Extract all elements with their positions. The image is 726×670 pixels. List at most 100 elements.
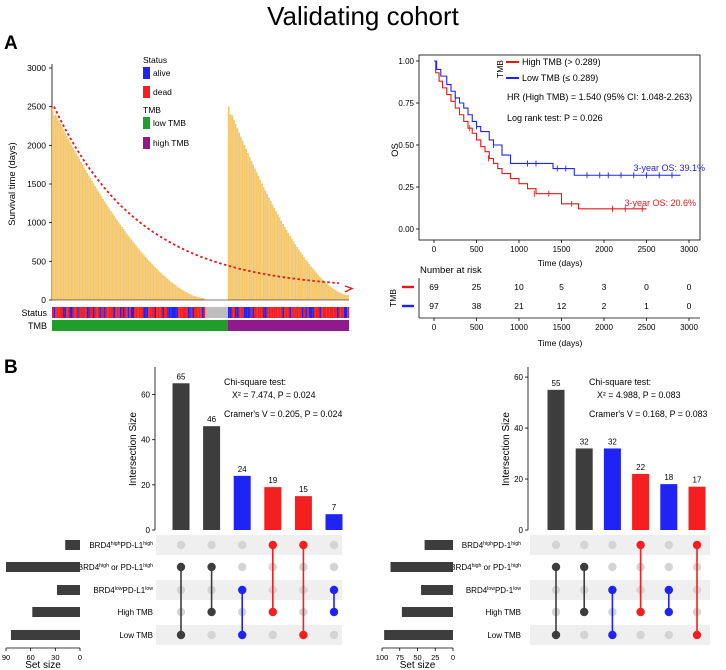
intersection-bar-label: 7 (332, 503, 337, 512)
risk-cell: 0 (687, 301, 692, 311)
status-cell (181, 307, 183, 318)
intersection-bar (660, 484, 678, 530)
y-tick-label: 500 (32, 256, 46, 266)
status-cell (243, 307, 246, 318)
survival-bar (289, 235, 291, 301)
survival-bar (317, 274, 319, 301)
risk-table-title: Number at risk (420, 265, 482, 276)
survival-bar (269, 201, 272, 301)
survival-bar (291, 238, 293, 301)
upset-y-tick-label: 60 (514, 373, 523, 382)
matrix-dot-active (329, 585, 339, 595)
status-cell (326, 307, 329, 318)
status-cell (317, 307, 320, 318)
status-cell (141, 307, 144, 318)
survival-bar (51, 108, 54, 301)
risk-cell: 5 (559, 282, 564, 292)
km-x-tick-label: 3000 (680, 245, 698, 254)
status-cell (75, 307, 78, 318)
status-cell (331, 307, 334, 318)
survival-bar (170, 281, 172, 301)
survival-bar (234, 124, 237, 301)
status-cell (294, 307, 297, 318)
status-cell (132, 307, 135, 318)
km-legend-title: TMB (495, 60, 505, 78)
survival-bar (305, 259, 307, 301)
status-cell (168, 307, 171, 318)
status-cell (63, 307, 65, 318)
status-cell (96, 307, 98, 318)
status-cell (113, 307, 116, 318)
matrix-dot-active (608, 630, 617, 640)
survival-bar (184, 291, 186, 301)
intersection-bar (233, 475, 251, 530)
status-cell (102, 307, 105, 318)
status-cell (306, 307, 309, 318)
survival-bar (156, 268, 158, 301)
upset-plot-pdl1: 0 20 40 60 Intersection Size 65 46 24 19 15 7 BRD4h… (2, 367, 343, 670)
survival-bar (257, 176, 260, 301)
survival-bar (231, 115, 233, 301)
status-cell (270, 307, 272, 318)
survival-bar (319, 276, 321, 301)
y-tick-label: 0 (41, 295, 46, 305)
risk-cell: 1 (644, 301, 649, 311)
matrix-dot-active (692, 630, 702, 640)
survival-bar (201, 298, 204, 301)
km-y-tick-label: 0.50 (398, 141, 414, 150)
matrix-dot-inactive (268, 630, 277, 640)
set-size-tick-label: 75 (396, 653, 404, 662)
survival-bar (198, 297, 200, 301)
km-curve-1 (434, 60, 681, 176)
survival-bar (178, 287, 180, 301)
status-cell (263, 307, 265, 318)
matrix-dot-active (580, 562, 589, 572)
km-x-tick-label: 1000 (510, 245, 528, 254)
survival-bar (176, 286, 178, 301)
survival-bar (73, 150, 76, 301)
status-cell (341, 307, 344, 318)
survival-bar (336, 291, 339, 301)
status-cell (184, 307, 187, 318)
set-label-2: BRD4lowPD-1low (466, 586, 521, 595)
status-cell (129, 307, 131, 318)
status-cell (175, 307, 177, 318)
upset-y-tick-label: 40 (514, 424, 523, 433)
matrix-dot-inactive (664, 562, 673, 572)
intersection-bar-label: 15 (299, 485, 308, 494)
risk-cell: 10 (514, 282, 524, 292)
survival-bar (308, 264, 311, 301)
status-cell (192, 307, 195, 318)
intersection-bar (264, 487, 282, 530)
survival-bar (103, 201, 106, 301)
intersection-bar (603, 448, 621, 530)
survival-bar (56, 117, 59, 301)
survival-bar (165, 277, 167, 301)
status-cell (190, 307, 193, 318)
survival-bar (53, 115, 55, 301)
status-cell (108, 307, 111, 318)
matrix-dot-inactive (207, 540, 216, 550)
status-cell (247, 307, 250, 318)
upset-stat-line-2: X² = 4.988, P = 0.083 (597, 390, 681, 400)
status-cell (55, 307, 57, 318)
intersection-bar-label: 46 (207, 415, 216, 424)
matrix-dot-inactive (329, 540, 339, 550)
survival-bar (285, 230, 288, 301)
set-size-tick-label: 30 (51, 653, 59, 662)
survival-bar (240, 136, 242, 301)
intersection-bar-label: 24 (238, 465, 247, 474)
survival-bar (148, 260, 150, 301)
set-size-tick-label: 100 (376, 653, 389, 662)
survival-bar (100, 196, 103, 301)
status-cell (179, 307, 182, 318)
status-cell (138, 307, 141, 318)
set-size-bar (424, 540, 453, 550)
survival-bar (259, 179, 262, 301)
status-cell (53, 307, 56, 318)
status-cell (186, 307, 188, 318)
status-cell (340, 307, 343, 318)
km-legend-high-label: High TMB (> 0.289) (522, 57, 601, 67)
set-size-tick-label: 90 (2, 653, 10, 662)
